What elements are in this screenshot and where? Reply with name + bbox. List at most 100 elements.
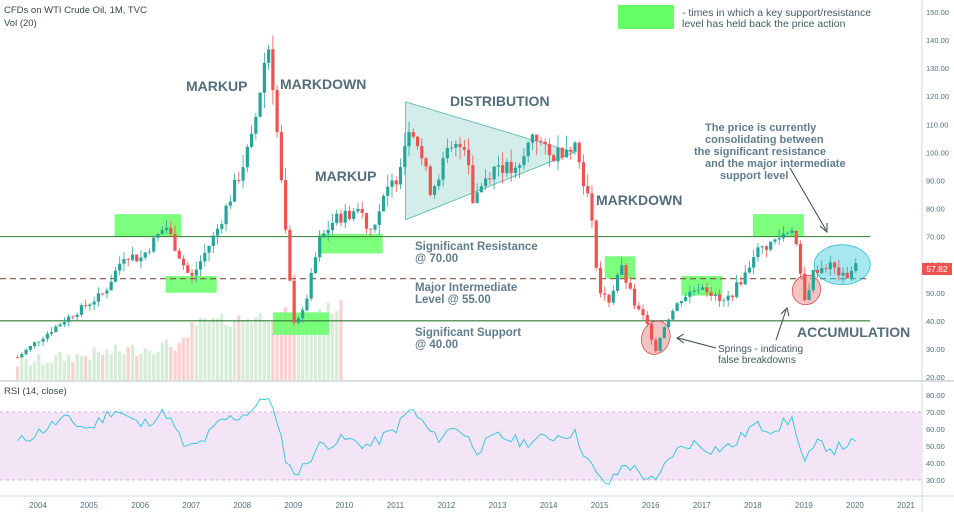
- price-tick-label: 80.00: [926, 205, 945, 214]
- arrow-spring-2016: [677, 337, 717, 349]
- candle-97: [428, 164, 432, 197]
- candle-183: [794, 230, 798, 247]
- volume-bar-64: [288, 317, 292, 380]
- volume-bar-58: [262, 321, 266, 380]
- candle-106: [467, 138, 471, 175]
- label-support-1: Significant Support: [415, 327, 521, 339]
- candle-143: [624, 262, 628, 289]
- highlight-box-3: [272, 312, 330, 335]
- candle-135: [590, 185, 594, 229]
- candle-154: [671, 308, 675, 321]
- candle-80: [356, 202, 360, 214]
- accumulation-ellipse: [813, 244, 871, 285]
- candle-177: [769, 241, 773, 252]
- candle-56: [254, 112, 258, 140]
- volume-bar-70: [313, 311, 318, 380]
- candle-195: [845, 266, 849, 279]
- candle-158: [688, 285, 692, 304]
- candle-107: [471, 155, 475, 205]
- candle-18: [92, 296, 96, 311]
- label-intermediate-2: Level @ 55.00: [415, 294, 491, 306]
- candle-35: [164, 220, 169, 234]
- rsi-tick-label: 70.00: [926, 408, 945, 417]
- time-tick-label: 2009: [284, 501, 302, 510]
- candle-118: [518, 162, 522, 179]
- candle-178: [773, 238, 777, 245]
- label-markdown-1: MARKDOWN: [280, 76, 366, 92]
- candle-129: [564, 135, 569, 158]
- candle-176: [764, 245, 769, 258]
- candle-149: [649, 319, 654, 345]
- candle-12: [67, 314, 71, 327]
- time-tick-label: 2005: [80, 501, 98, 510]
- candle-85: [377, 203, 381, 235]
- volume-bar-51: [232, 321, 237, 380]
- volume-bar-52: [237, 315, 241, 380]
- price-tick-label: 30.00: [926, 345, 945, 354]
- highlight-box-1: [114, 214, 181, 237]
- candle-40: [186, 261, 190, 274]
- candle-165: [718, 289, 722, 307]
- time-tick-label: 2007: [182, 501, 200, 510]
- candle-173: [752, 249, 756, 275]
- volume-bar-56: [254, 316, 258, 380]
- candle-166: [722, 297, 726, 307]
- price-tick-label: 70.00: [926, 233, 945, 242]
- volume-bar-6: [41, 364, 45, 380]
- candle-58: [262, 52, 266, 109]
- volume-bar-3: [28, 365, 32, 380]
- candle-102: [449, 140, 454, 152]
- volume-bar-63: [284, 307, 288, 380]
- candle-38: [177, 247, 181, 259]
- volume-bar-61: [275, 318, 279, 380]
- time-tick-label: 2018: [744, 501, 762, 510]
- candle-5: [37, 341, 41, 347]
- candle-134: [586, 174, 590, 197]
- candle-7: [45, 331, 49, 342]
- candle-197: [854, 258, 858, 274]
- highlight-box-5: [604, 256, 636, 279]
- volume-bar-22: [109, 353, 113, 380]
- candle-130: [569, 146, 573, 160]
- candle-3: [28, 345, 32, 352]
- time-tick-label: 2008: [233, 501, 251, 510]
- price-tick-label: 130.00: [926, 64, 949, 73]
- arrow-consolidation: [789, 167, 827, 231]
- time-tick-label: 2019: [795, 501, 813, 510]
- candle-181: [786, 231, 790, 235]
- candle-66: [296, 316, 301, 325]
- candle-17: [88, 303, 92, 311]
- highlight-box-2: [165, 275, 217, 293]
- candle-95: [420, 138, 424, 166]
- rsi-tick-label: 80.00: [926, 391, 945, 400]
- candle-117: [513, 162, 518, 178]
- label-intermediate-1: Major Intermediate: [415, 282, 517, 294]
- candle-46: [211, 231, 215, 254]
- candle-41: [190, 268, 194, 283]
- label-distribution: DISTRIBUTION: [450, 93, 550, 109]
- candle-26: [126, 257, 130, 266]
- label-markup-2: MARKUP: [315, 168, 376, 184]
- candle-120: [526, 141, 530, 163]
- candle-82: [364, 213, 369, 234]
- rsi-tick-label: 50.00: [926, 442, 945, 451]
- candle-63: [284, 168, 288, 234]
- candle-148: [645, 311, 649, 328]
- candle-144: [628, 277, 632, 291]
- candle-43: [198, 255, 203, 277]
- volume-bar-21: [105, 349, 109, 380]
- volume-bar-42: [194, 325, 198, 380]
- candle-9: [54, 324, 58, 333]
- candle-49: [224, 203, 228, 232]
- candle-50: [228, 195, 232, 210]
- candle-22: [109, 274, 113, 291]
- volume-bar-43: [198, 317, 203, 380]
- candle-87: [386, 174, 390, 206]
- candle-170: [739, 276, 743, 287]
- candle-128: [560, 147, 564, 160]
- arrowhead-consolidation: [819, 223, 828, 234]
- candle-48: [220, 220, 224, 234]
- candle-147: [641, 304, 645, 321]
- legend-text-line2: level has held back the price action: [682, 18, 846, 30]
- candle-90: [398, 158, 403, 190]
